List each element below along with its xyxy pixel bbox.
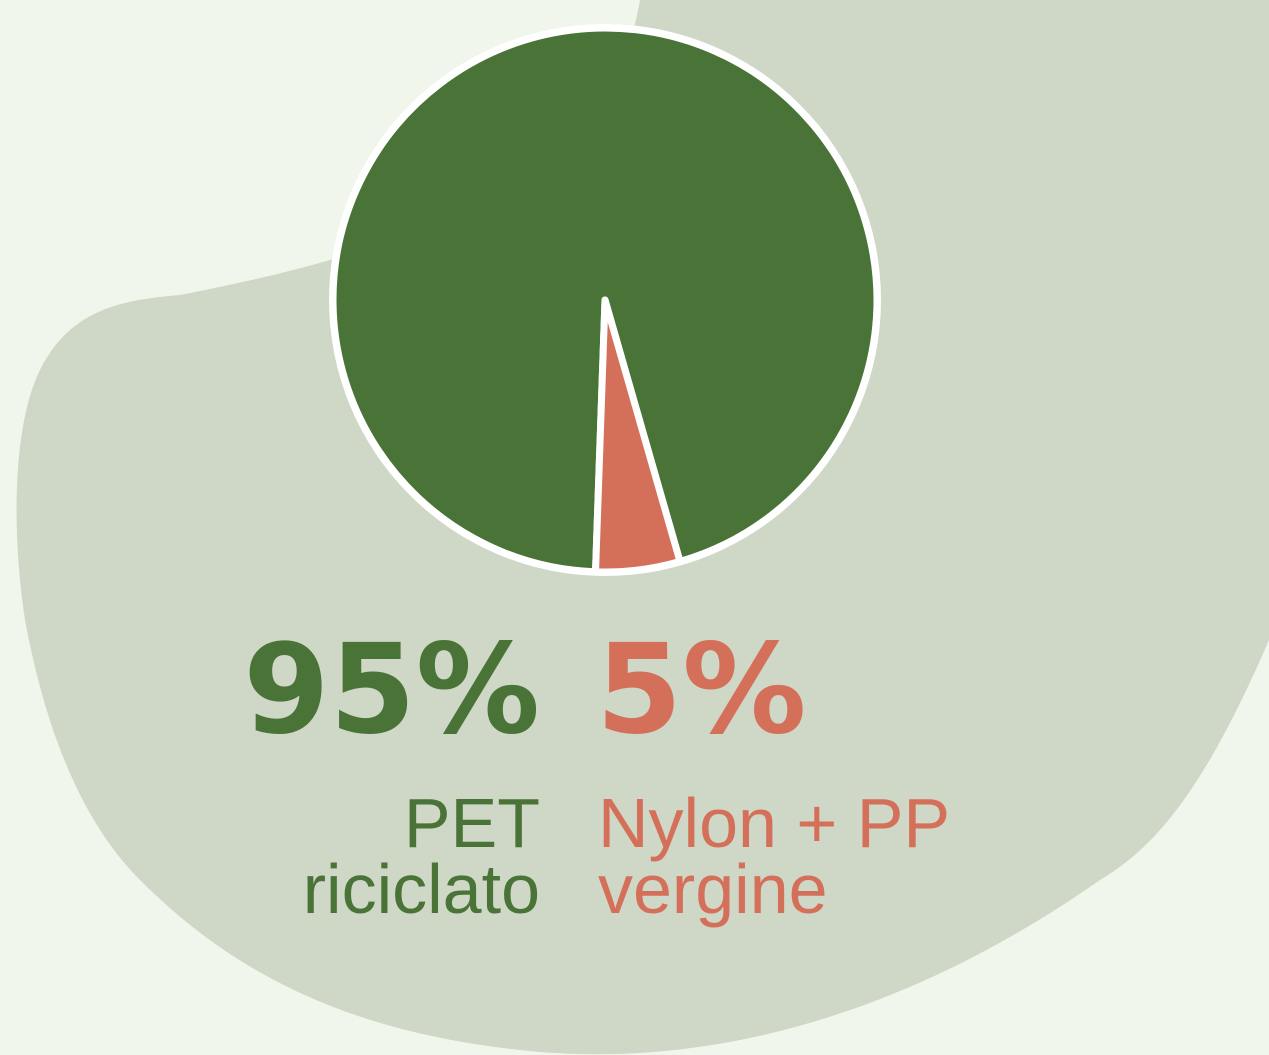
value-label: 5% [596,618,807,762]
value-label: 95% [243,618,540,762]
category-label: Nylon + PP vergine [598,784,949,928]
pie-slice [592,296,684,576]
category-label: PET riciclato [302,784,540,928]
